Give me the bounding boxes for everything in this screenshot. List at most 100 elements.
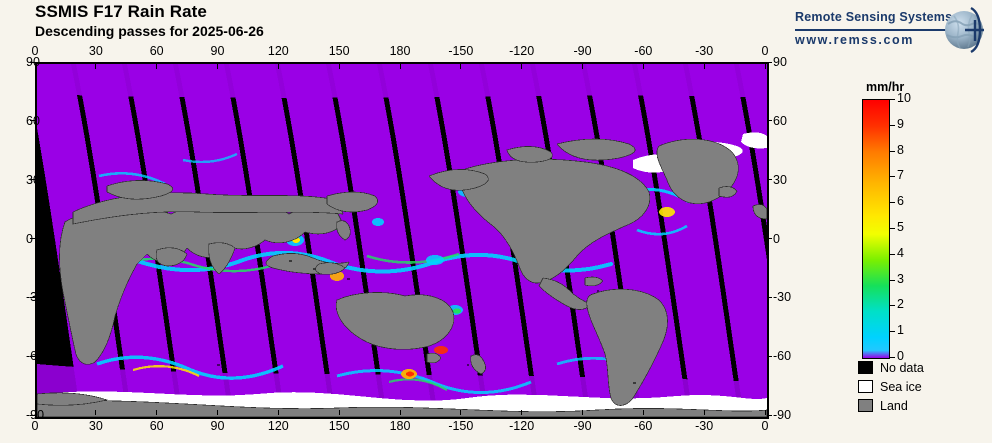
x-axis-tick — [156, 64, 158, 69]
y-axis-label: 60 — [773, 113, 787, 128]
x-axis-tick — [399, 410, 401, 415]
x-axis-label: 60 — [149, 419, 164, 433]
colorbar-tick-label: 9 — [897, 116, 904, 131]
x-axis-tick — [764, 64, 766, 69]
colorbar-tick-label: 8 — [897, 142, 904, 157]
colorbar-tick-label: 4 — [897, 245, 904, 260]
y-axis-label: 30 — [773, 172, 787, 187]
x-axis-tick — [521, 64, 523, 69]
x-axis-label: 0 — [31, 44, 39, 58]
x-axis-label: -30 — [695, 419, 714, 433]
x-axis-tick — [95, 64, 97, 69]
x-axis-tick — [764, 410, 766, 415]
x-axis-tick — [582, 410, 583, 415]
x-axis-tick — [642, 64, 644, 69]
y-axis-tick — [30, 414, 35, 416]
map-raster-layer — [37, 64, 767, 417]
title-block: SSMIS F17 Rain Rate Descending passes fo… — [35, 2, 264, 40]
x-axis-label: 60 — [149, 44, 164, 58]
coast-speckle — [217, 260, 636, 384]
legend-swatch — [858, 380, 873, 393]
x-axis-tick — [521, 410, 523, 415]
colorbar-tick — [889, 202, 895, 204]
legend-swatch — [858, 399, 873, 412]
colorbar-tick — [889, 279, 895, 281]
colorbar-tick-label: 5 — [897, 220, 904, 234]
y-axis-tick — [30, 238, 35, 239]
y-axis-tick — [767, 296, 772, 298]
x-axis-tick — [642, 410, 644, 415]
x-axis-tick — [34, 410, 36, 415]
y-axis-tick — [30, 179, 35, 181]
x-axis-label: 90 — [210, 419, 225, 433]
x-axis-tick — [460, 410, 462, 415]
x-axis-label: 30 — [88, 44, 103, 58]
x-axis-label: 120 — [267, 419, 289, 433]
colorbar-tick-label: 2 — [897, 297, 904, 312]
colorbar-tick — [889, 150, 895, 152]
y-axis-tick — [30, 120, 35, 122]
x-axis-tick — [338, 64, 340, 69]
y-axis-tick — [30, 296, 35, 298]
x-axis-label: 90 — [210, 44, 225, 58]
y-axis-tick — [767, 414, 772, 416]
y-axis-label: -30 — [773, 290, 792, 305]
x-axis-label: 120 — [267, 44, 289, 58]
land-layer — [37, 138, 767, 417]
legend-swatch — [858, 361, 873, 374]
remss-logo[interactable]: Remote Sensing Systems www.remss.com — [795, 6, 985, 56]
y-axis-tick — [767, 179, 772, 181]
legend-label: Land — [880, 398, 908, 413]
x-axis-tick — [582, 64, 583, 69]
x-axis-label: 0 — [761, 44, 769, 58]
y-axis-tick — [30, 355, 35, 357]
x-axis-tick — [156, 410, 158, 415]
x-axis-label: -150 — [448, 419, 474, 433]
x-axis-label: -90 — [573, 419, 592, 433]
colorbar-unit-label: mm/hr — [866, 80, 905, 94]
colorbar-tick-label: 6 — [897, 194, 904, 209]
colorbar-tick-label: 1 — [897, 323, 904, 338]
x-axis-label: -60 — [634, 44, 653, 58]
x-axis-tick — [217, 410, 218, 415]
x-axis-tick — [460, 64, 462, 69]
colorbar-tick — [889, 99, 895, 100]
y-axis-tick — [767, 120, 772, 122]
colorbar-tick — [889, 253, 895, 255]
x-axis-label: 180 — [389, 419, 411, 433]
x-axis-tick — [277, 64, 279, 69]
x-axis-label: -60 — [634, 419, 653, 433]
colorbar-tick — [889, 124, 895, 126]
y-axis-label: -60 — [773, 349, 792, 364]
x-axis-label: 0 — [31, 419, 39, 433]
x-axis-tick — [703, 64, 705, 69]
logo-divider — [795, 29, 950, 31]
map-plot-area[interactable] — [35, 62, 769, 419]
y-axis-tick — [30, 61, 35, 63]
y-axis-label: -90 — [773, 408, 792, 422]
colorbar-tick-label: 0 — [897, 349, 904, 363]
globe-icon — [945, 6, 984, 54]
colorbar-tick-label: 7 — [897, 168, 904, 183]
x-axis-tick — [338, 410, 340, 415]
colorbar-tick — [889, 357, 895, 358]
y-axis-tick — [767, 355, 772, 357]
colorbar-tick — [889, 176, 895, 178]
colorbar-gradient — [863, 100, 889, 358]
page-title: SSMIS F17 Rain Rate — [35, 2, 207, 21]
y-axis-label: 90 — [773, 55, 787, 69]
colorbar-tick-label: 10 — [897, 91, 911, 105]
x-axis-tick — [703, 410, 705, 415]
x-axis-label: 0 — [761, 419, 769, 433]
x-axis-label: -30 — [695, 44, 714, 58]
x-axis-label: -150 — [448, 44, 474, 58]
map-legend: No data Sea ice Land — [858, 358, 924, 415]
page-subtitle: Descending passes for 2025-06-26 — [35, 23, 264, 39]
x-axis-tick — [399, 64, 401, 69]
y-axis-tick — [767, 61, 772, 63]
legend-item: Land — [858, 396, 924, 415]
colorbar-tick-label: 3 — [897, 271, 904, 286]
colorbar[interactable] — [862, 99, 890, 359]
x-axis-label: 180 — [389, 44, 411, 58]
